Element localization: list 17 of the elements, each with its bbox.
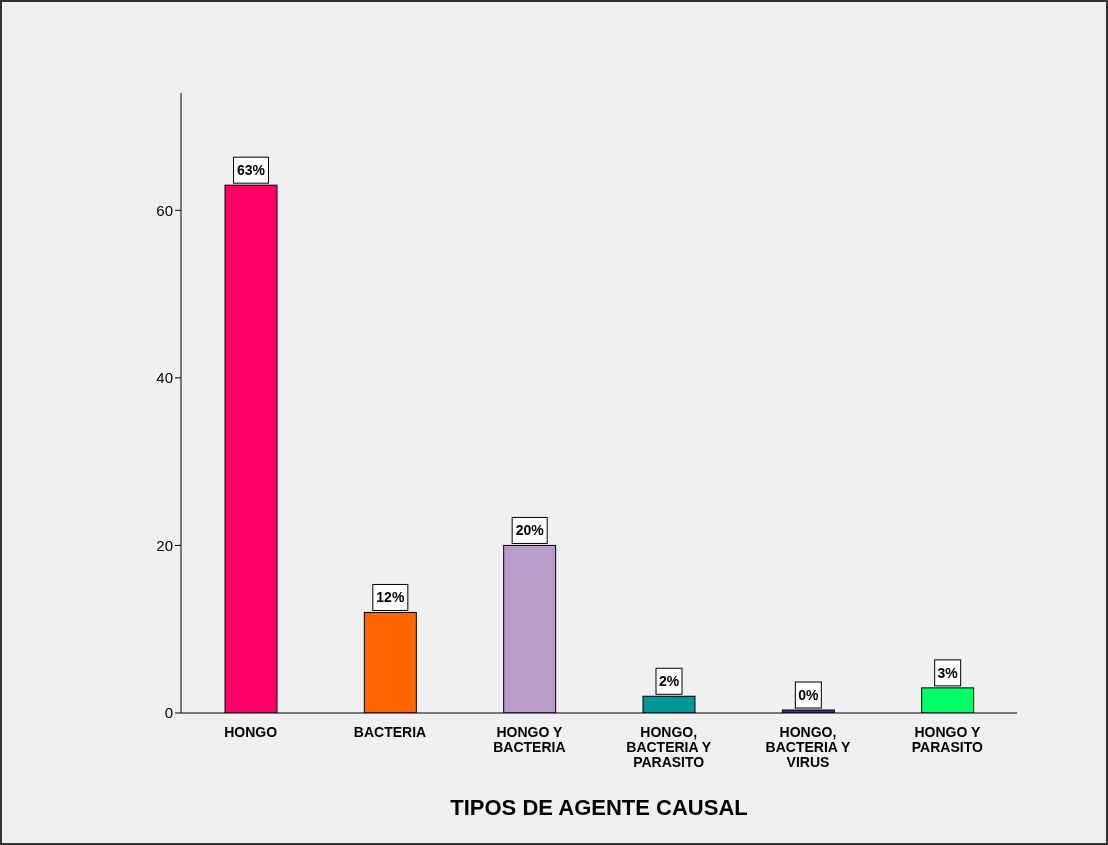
x-tick-label: BACTERIA	[353, 724, 427, 740]
x-tick-label: HONGO	[224, 724, 278, 740]
data-label: 63%	[236, 162, 266, 179]
x-tick-label: HONGO Y PARASITO	[911, 724, 983, 755]
y-tick-label: 0	[164, 704, 173, 722]
y-tick-label: 20	[156, 536, 173, 554]
x-axis-title: TIPOS DE AGENTE CAUSAL	[450, 795, 748, 820]
x-tick-label: HONGO, BACTERIA Y PARASITO	[626, 724, 712, 770]
y-tick-label: 40	[156, 369, 173, 387]
y-tick-label: 60	[156, 201, 173, 219]
data-label: 2%	[658, 673, 680, 690]
data-label: 12%	[376, 589, 405, 606]
x-tick-label: HONGO Y BACTERIA	[493, 724, 566, 755]
data-label: 0%	[798, 687, 819, 703]
x-tick-label: HONGO, BACTERIA Y VIRUS	[765, 724, 852, 770]
data-label: 3%	[937, 664, 959, 681]
data-label: 20%	[515, 522, 545, 539]
